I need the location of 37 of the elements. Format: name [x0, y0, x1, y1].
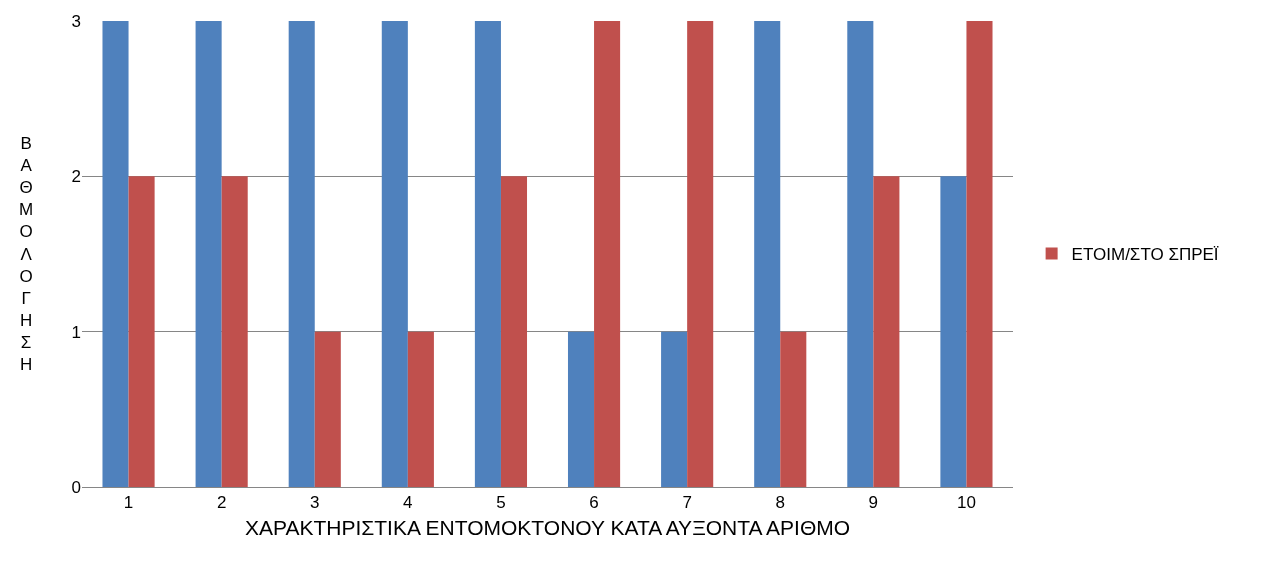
text: ΒΑΘΜΟΛΟΓΗΣΗ	[19, 134, 34, 374]
legend-label: ΕΤΟΙΜ/ΣΤΟ ΣΠΡΕΪ	[1071, 245, 1219, 265]
x-tick-label: 4	[403, 493, 413, 513]
y-tick-label: 2	[71, 167, 81, 187]
bar	[754, 21, 781, 487]
x-tick-label: 7	[682, 493, 692, 513]
bar	[966, 21, 993, 487]
bar	[500, 176, 528, 487]
x-axis-title: ΧΑΡΑΚΤΗΡΙΣΤΙΚΑ ΕΝΤΟΜΟΚΤΟΝΟΥ ΚΑΤΑ ΑΥΞΟΝΤΑ ΑΡΙΘΜΟ	[244, 515, 851, 539]
bar	[128, 176, 155, 487]
bar	[221, 176, 248, 487]
bar	[195, 21, 222, 487]
bar	[474, 21, 501, 487]
x-tick-label: 8	[775, 493, 785, 513]
bar	[780, 331, 807, 487]
x-tick-label: 2	[216, 493, 227, 513]
x-tick-label: 9	[868, 493, 879, 513]
x-tick-label: 3	[310, 493, 320, 513]
y-tick-label: 0	[71, 477, 81, 497]
x-tick-label: 5	[496, 493, 506, 513]
x-tick-label: 1	[123, 493, 134, 513]
bar	[594, 21, 621, 487]
x-tick-label: 10	[956, 493, 976, 513]
bar	[940, 176, 967, 487]
bar	[687, 21, 714, 487]
x-tick-label: 6	[589, 493, 599, 513]
bar	[567, 331, 595, 487]
y-tick-label: 3	[71, 11, 81, 31]
bar	[873, 176, 900, 487]
bar	[381, 21, 408, 487]
bar	[407, 331, 434, 487]
bar	[314, 331, 341, 487]
bar	[102, 21, 129, 487]
y-tick-label: 1	[71, 322, 81, 342]
bar	[847, 21, 874, 487]
bar	[288, 21, 315, 487]
bar	[661, 331, 688, 487]
